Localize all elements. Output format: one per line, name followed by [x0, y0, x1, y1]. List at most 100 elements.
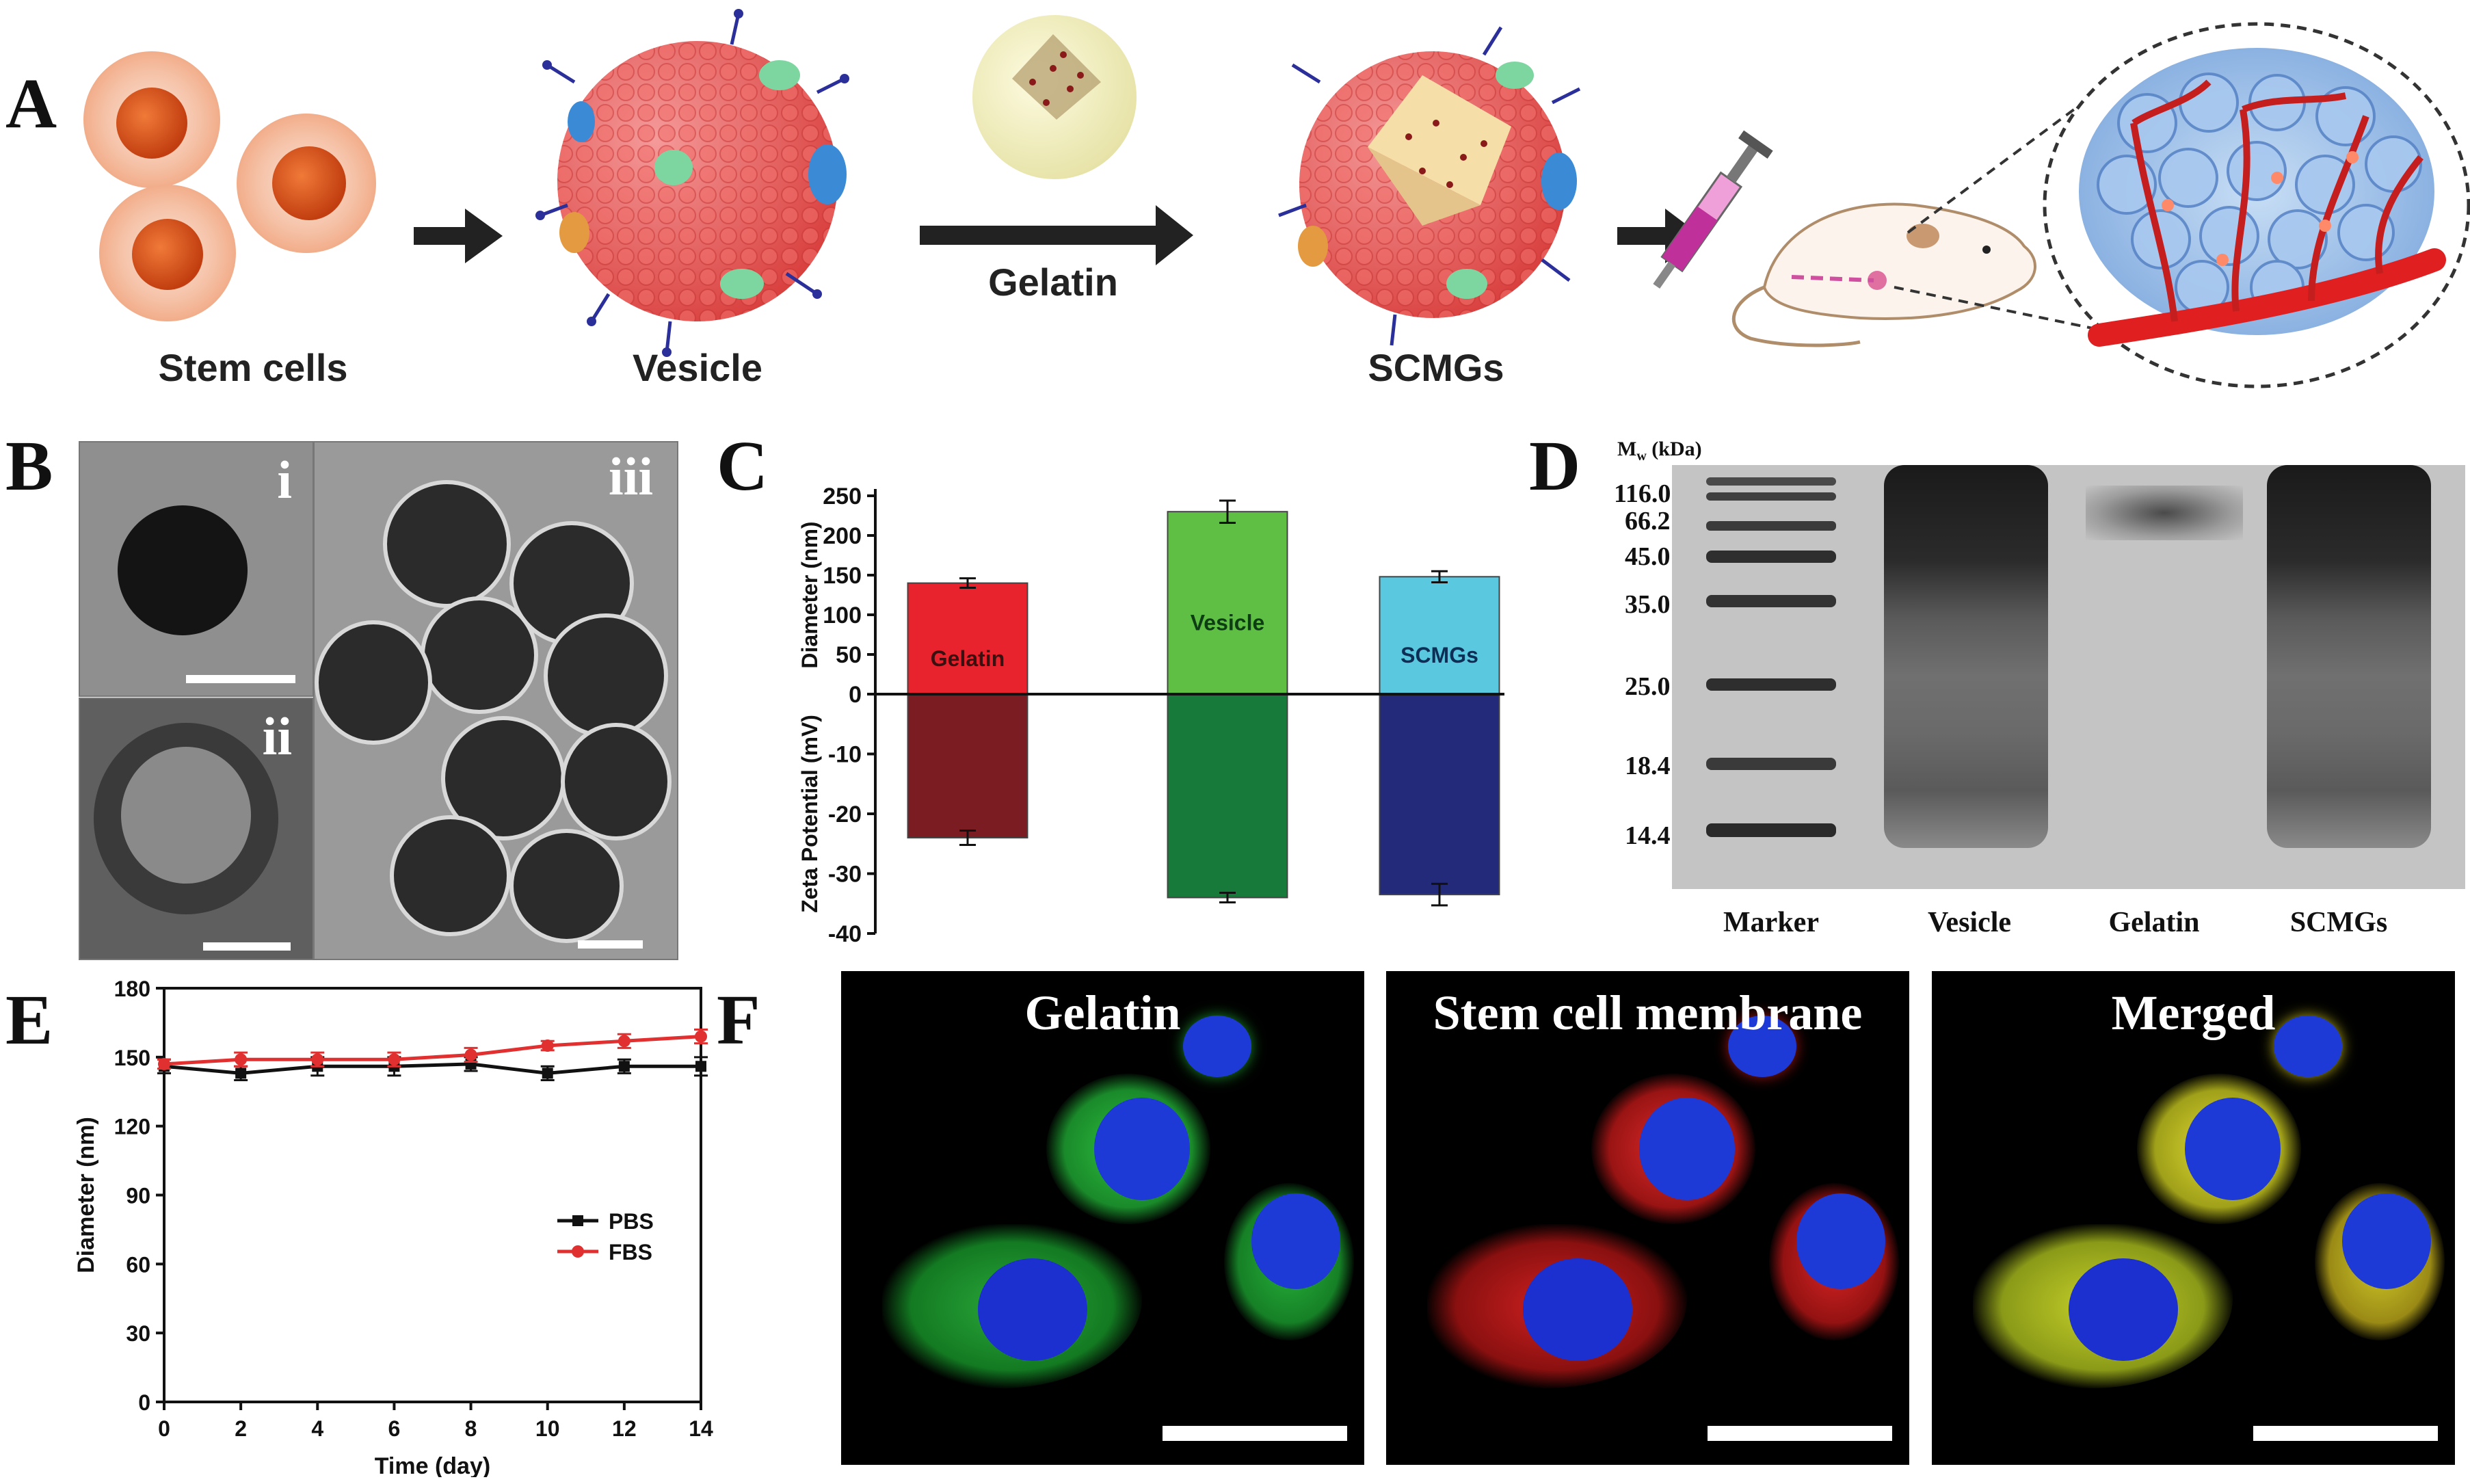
e-point-fbs: [541, 1039, 554, 1052]
scale-bar-f1: [1163, 1426, 1347, 1441]
panel-letter-d: D: [1529, 427, 1581, 505]
e-xlabel: Time (day): [375, 1453, 490, 1477]
vesicle-illustration: [535, 9, 849, 357]
fluorescence-title-membrane: Stem cell membrane: [1433, 985, 1863, 1040]
arrow-2: [920, 205, 1193, 265]
stem-cell-1: [83, 51, 220, 188]
c-bar-zeta-gelatin: [907, 693, 1028, 838]
marker-14: 14.4: [1625, 821, 1671, 850]
c-tick-label: 50: [836, 642, 862, 668]
e-legend-label-pbs: PBS: [609, 1209, 654, 1234]
marker-18: 18.4: [1625, 752, 1671, 780]
c-bar-label-scmgs: SCMGs: [1400, 643, 1478, 667]
e-point-fbs: [464, 1048, 477, 1061]
e-ytick-label: 60: [126, 1252, 150, 1277]
c-bar-label-vesicle: Vesicle: [1191, 611, 1265, 635]
arrow-1: [414, 209, 503, 263]
syringe-mouse-illustration: [1653, 94, 2094, 347]
marker-25: 25.0: [1625, 672, 1671, 701]
c-bar-label-gelatin: Gelatin: [931, 646, 1005, 671]
panel-letter-c: C: [717, 427, 769, 505]
lane-scmgs: SCMGs: [2289, 907, 2388, 938]
c-tick-label: -10: [828, 742, 862, 768]
e-legend-marker-fbs: [572, 1245, 584, 1258]
tumor-tissue-illustration: [2043, 22, 2470, 388]
e-point-fbs: [311, 1053, 324, 1066]
e-point-fbs: [618, 1035, 630, 1048]
marker-45: 45.0: [1625, 542, 1671, 571]
tem-image-i: i: [79, 441, 314, 697]
scale-bar-i: [186, 675, 295, 683]
e-axes: 0 30 60 90 120 150 180 0 2 4 6 8 10 12 14 Time (day) Dia…: [73, 977, 713, 1477]
e-point-pbs: [695, 1061, 706, 1072]
e-xtick-label: 10: [535, 1416, 560, 1441]
panel-letter-b: B: [5, 427, 53, 505]
c-error-bar: [959, 577, 976, 589]
e-ylabel: Diameter (nm): [73, 1117, 99, 1273]
tem-image-iii: iii: [313, 441, 678, 960]
fluorescence-merged: Merged: [1932, 971, 2455, 1465]
e-xtick-label: 0: [158, 1416, 170, 1441]
lane-marker: Marker: [1723, 907, 1819, 938]
e-legend-marker-pbs: [572, 1215, 583, 1226]
e-ytick-label: 30: [126, 1321, 150, 1346]
fluorescence-title-merged: Merged: [2111, 985, 2276, 1040]
e-ytick-label: 0: [138, 1390, 150, 1415]
c-bar-diameter-gelatin: [907, 582, 1028, 695]
c-tick-label: 0: [849, 682, 862, 708]
c-error-bar: [1219, 499, 1236, 524]
c-tick-label: 100: [823, 602, 862, 628]
c-bar-zeta-scmgs: [1379, 693, 1500, 896]
label-scmgs: SCMGs: [1368, 346, 1504, 389]
marker-116: 116.0: [1614, 479, 1671, 508]
stem-cell-2: [237, 114, 376, 253]
e-line-fbs: [163, 1035, 702, 1066]
panel-letter-e: E: [5, 981, 53, 1059]
gel-image: [1672, 465, 2465, 889]
e-point-fbs: [388, 1053, 401, 1066]
label-gelatin: Gelatin: [988, 261, 1118, 304]
c-bar-zeta-vesicle: [1167, 693, 1288, 899]
panel-e-chart: 0 30 60 90 120 150 180 0 2 4 6 8 10 12 14 Time (day) Dia…: [73, 977, 713, 1477]
e-ytick-label: 120: [114, 1115, 150, 1139]
scale-bar-iii: [578, 940, 643, 949]
e-ytick-label: 180: [114, 977, 150, 1001]
lane-gelatin: Gelatin: [2108, 907, 2200, 938]
e-plot-frame: [163, 987, 702, 1403]
c-axes: 0 50 100 150 200 250 -10 -20 -30 -40 Diameter (nm)…: [797, 483, 877, 947]
e-ytick-label: 150: [114, 1046, 150, 1070]
c-ylabel-top: Diameter (nm): [797, 521, 822, 668]
c-ylabel-bottom: Zeta Potential (mV): [797, 715, 822, 913]
e-series-fbs: [157, 1029, 708, 1070]
c-error-bar: [1219, 892, 1236, 903]
e-xtick-label: 2: [235, 1416, 247, 1441]
gel-mw-label: Mw (kDa): [1617, 438, 1702, 464]
e-xtick-label: 12: [612, 1416, 637, 1441]
e-legend-label-fbs: FBS: [609, 1240, 652, 1264]
c-tick-label: -20: [828, 801, 862, 827]
marker-35: 35.0: [1625, 590, 1671, 619]
scale-bar-f3: [2253, 1426, 2438, 1441]
e-point-fbs: [235, 1053, 248, 1066]
c-error-bar: [1431, 570, 1448, 583]
e-legend: PBS FBS: [557, 1209, 654, 1264]
c-bar-diameter-scmgs: [1379, 576, 1500, 695]
fluorescence-gelatin: Gelatin: [841, 971, 1364, 1465]
tem-label-iii: iii: [608, 447, 653, 506]
panel-letter-a: A: [5, 64, 57, 143]
scale-bar-ii: [203, 942, 291, 951]
e-point-fbs: [695, 1030, 707, 1043]
e-xtick-label: 4: [311, 1416, 323, 1441]
e-xtick-label: 6: [388, 1416, 401, 1441]
marker-66: 66.2: [1625, 507, 1671, 535]
c-error-bar: [959, 830, 976, 846]
e-point-fbs: [158, 1057, 170, 1070]
e-point-pbs: [542, 1068, 553, 1079]
scale-bar-f2: [1708, 1426, 1892, 1441]
e-ytick-label: 90: [126, 1184, 150, 1208]
c-error-bar: [1431, 882, 1448, 907]
scmg-illustration: [1278, 26, 1581, 346]
c-tick-label: 150: [823, 563, 862, 589]
c-tick-label: -40: [828, 921, 862, 947]
panel-c-chart: 0 50 100 150 200 250 -10 -20 -30 -40 Diameter (nm)…: [797, 483, 1504, 947]
